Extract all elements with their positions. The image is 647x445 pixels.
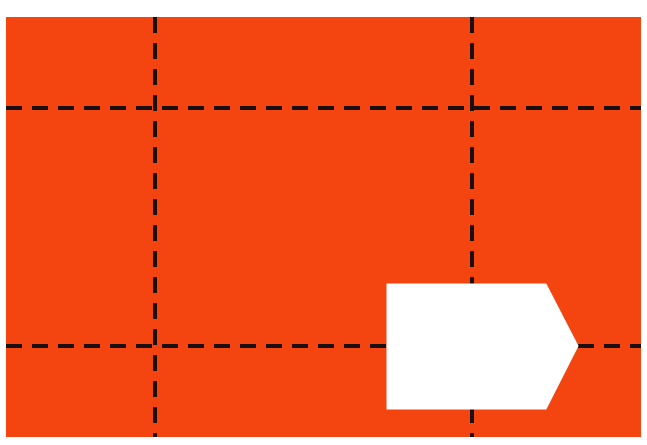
white-tab-cutout: [386, 283, 579, 410]
